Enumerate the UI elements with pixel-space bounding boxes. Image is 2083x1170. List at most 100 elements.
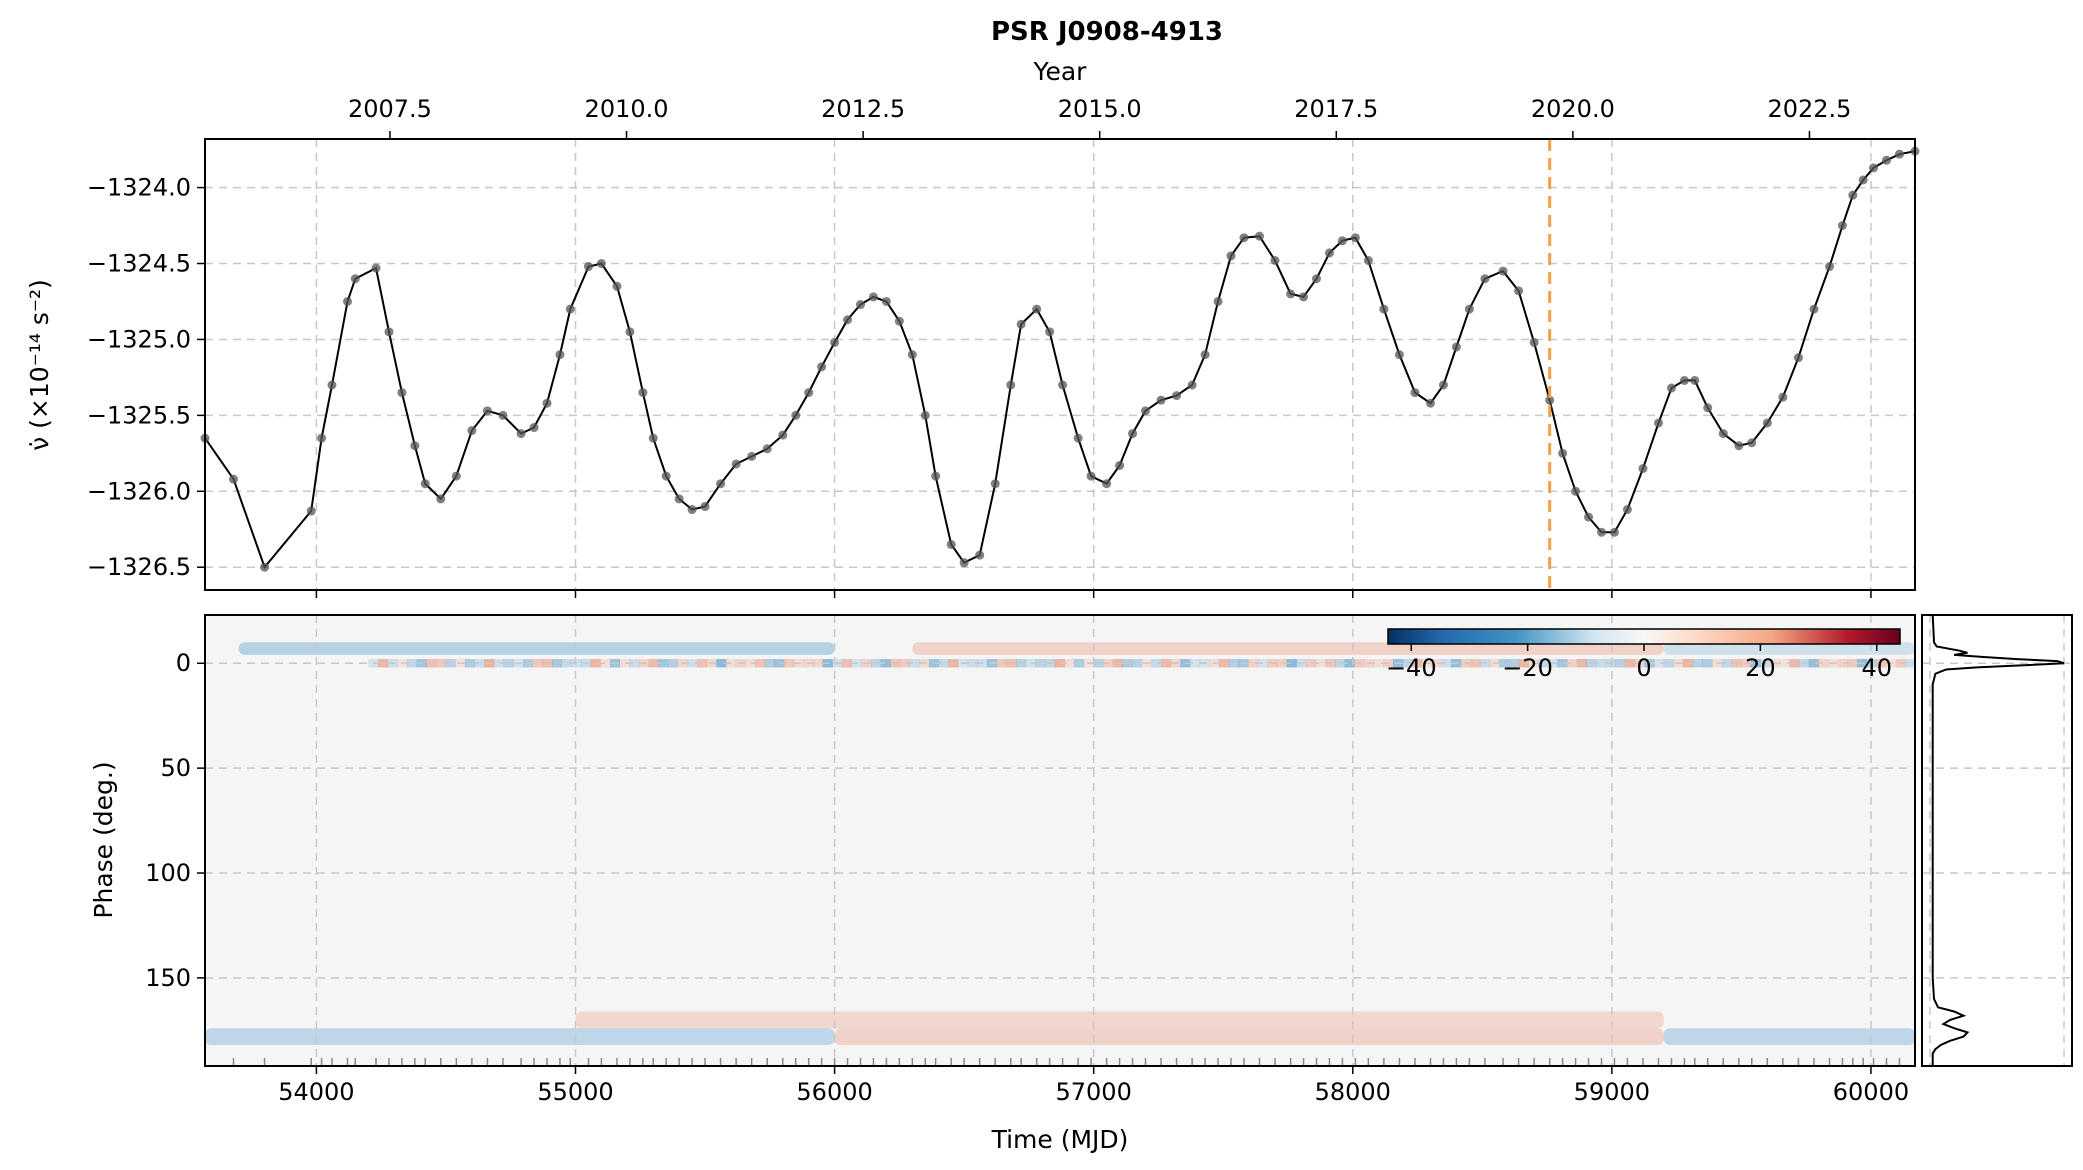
heatmap-cell <box>1006 659 1017 668</box>
top-y-tick-label: −1325.5 <box>87 401 191 429</box>
heatmap-background <box>205 615 1915 1066</box>
heatmap-cell <box>687 659 698 668</box>
data-point <box>565 304 575 314</box>
data-point <box>1825 262 1834 272</box>
heatmap-cell <box>716 659 727 668</box>
data-point <box>817 362 827 372</box>
data-point <box>371 263 381 273</box>
data-point <box>716 479 726 489</box>
data-point <box>596 259 606 269</box>
data-point <box>674 494 684 504</box>
data-point <box>1809 304 1819 314</box>
heatmap-cell <box>1566 659 1578 668</box>
heatmap-y-label: Phase (deg.) <box>89 761 118 918</box>
heatmap-cell <box>1537 659 1549 668</box>
data-point <box>467 426 477 436</box>
heatmap-panel: 0 50 100 150 54000 55000 56000 57000 58000 59000… <box>89 614 1916 1154</box>
heatmap-cell <box>474 659 485 668</box>
colorbar-tick-label: 20 <box>1745 654 1776 682</box>
data-point <box>482 406 492 416</box>
heatmap-cell <box>1721 659 1732 668</box>
data-point <box>1426 398 1435 408</box>
data-point <box>1894 149 1904 159</box>
top-y-tick-label: −1324.0 <box>87 174 191 202</box>
top-year-tick-label: 2017.5 <box>1294 95 1378 123</box>
heatmap-x-ticks: 54000 55000 56000 57000 58000 59000 60000 <box>278 1066 1909 1106</box>
heatmap-cell <box>1876 659 1887 668</box>
top-grid <box>205 139 1915 590</box>
profile-frame <box>1921 614 2073 1067</box>
data-point <box>1545 395 1555 405</box>
heatmap-cell <box>938 659 949 668</box>
data-point <box>1882 155 1891 165</box>
heatmap-cell <box>1441 659 1452 668</box>
heatmap-cell <box>1905 659 1915 668</box>
heatmap-cell <box>754 659 766 668</box>
heatmap-cell <box>1499 659 1510 668</box>
heatmap-cell <box>1808 659 1819 668</box>
heatmap-band <box>575 1011 1664 1029</box>
data-point <box>778 430 788 440</box>
top-y-label: ν̇ (×10⁻¹⁴ s⁻²) <box>25 279 54 451</box>
heatmap-cell <box>1624 659 1636 668</box>
data-point <box>1270 255 1280 265</box>
data-point <box>1837 221 1847 231</box>
heatmap-cell <box>1122 659 1133 668</box>
heatmap-cell <box>725 659 737 668</box>
observation-rug <box>204 1058 1916 1066</box>
data-point <box>1558 448 1568 458</box>
data-point <box>1464 304 1474 314</box>
data-point <box>1187 380 1197 390</box>
colorbar-tick-label: 40 <box>1861 654 1892 682</box>
heatmap-cell <box>1431 659 1442 668</box>
heatmap-cell <box>745 659 756 668</box>
heatmap-cell <box>783 659 795 668</box>
heatmap-cell <box>590 659 601 668</box>
heatmap-x-tick-label: 57000 <box>1056 1078 1132 1106</box>
heatmap-cell <box>1093 659 1104 668</box>
heatmap-cell <box>880 659 891 668</box>
heatmap-features <box>205 642 1915 1046</box>
data-point <box>1286 289 1296 299</box>
data-point <box>350 274 360 284</box>
heatmap-cell <box>1276 659 1288 668</box>
heatmap-cell <box>909 659 920 668</box>
data-point <box>625 327 635 337</box>
heatmap-band <box>1663 642 1915 655</box>
data-point <box>1299 292 1309 302</box>
data-point <box>1514 286 1524 296</box>
heatmap-cell <box>1837 659 1848 668</box>
heatmap-cell <box>1286 659 1297 668</box>
data-point <box>1006 380 1016 390</box>
data-point <box>868 292 878 302</box>
data-point <box>1045 327 1055 337</box>
data-point <box>975 550 985 560</box>
heatmap-cell <box>629 659 640 668</box>
data-point <box>1363 255 1373 265</box>
data-point <box>1690 375 1700 385</box>
data-point <box>1451 342 1461 352</box>
heatmap-cell <box>1818 659 1829 668</box>
heatmap-cell <box>377 659 389 668</box>
heatmap-x-tick-label: 54000 <box>278 1078 354 1106</box>
data-point <box>1480 274 1490 284</box>
data-point <box>1734 441 1744 451</box>
data-point <box>1255 231 1264 241</box>
data-point <box>791 410 801 420</box>
heatmap-cell <box>619 659 630 668</box>
heatmap-band <box>205 1028 835 1046</box>
data-point <box>1718 429 1728 439</box>
colorbar <box>1387 628 1901 645</box>
data-point <box>583 262 593 272</box>
heatmap-cell <box>503 659 514 668</box>
data-point <box>384 327 394 337</box>
data-point <box>731 459 741 469</box>
heatmap-cell <box>1682 659 1694 668</box>
data-point <box>1571 486 1581 496</box>
data-point <box>1156 395 1166 405</box>
data-point <box>1102 479 1112 489</box>
heatmap-cell <box>1750 659 1761 668</box>
data-point <box>1703 403 1713 413</box>
heatmap-y-tick-label: 50 <box>160 754 191 782</box>
data-point <box>1337 236 1347 246</box>
